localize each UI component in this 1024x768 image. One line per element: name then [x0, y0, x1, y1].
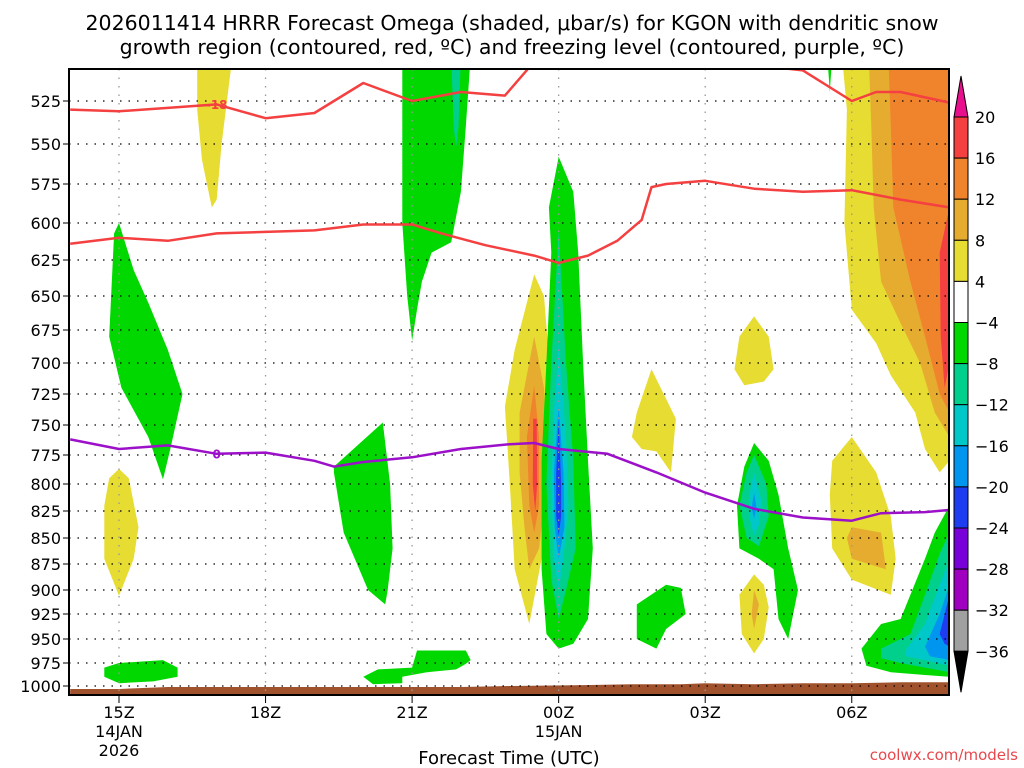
y-tick-label: 550	[30, 135, 61, 154]
y-tick-label: 775	[30, 446, 61, 465]
y-tick-label: 950	[30, 630, 61, 649]
colorbar-tick-label: −4	[975, 314, 999, 333]
colorbar-bottom-arrow	[953, 650, 969, 693]
upward-region-07z-sfc-20	[925, 586, 949, 661]
sinking-region-07z-12	[888, 69, 949, 412]
plot-frame	[68, 68, 950, 696]
colorbar-bin	[953, 280, 969, 323]
colorbar-bin	[953, 116, 969, 159]
colorbar-tick-label: −24	[975, 519, 1009, 538]
colorbar-tick-label: 8	[975, 231, 985, 250]
freezing-level-label: 0	[213, 447, 221, 461]
colorbar-tick-label: −16	[975, 437, 1009, 456]
colorbar-tick-label: 20	[975, 108, 995, 127]
x-tick-label: 15Z	[103, 703, 134, 722]
colorbar-tick-label: 4	[975, 272, 985, 291]
sinking-blob-02z	[631, 369, 676, 473]
y-tick-label: 825	[30, 502, 61, 521]
sinking-pocket-16z	[197, 69, 231, 208]
colorbar-bin	[953, 198, 969, 241]
dendritic-upper-boundary-label: -18	[206, 98, 228, 112]
y-axis: 525 550 575 600 625 650 675 700 725 750 775 800 825 8…	[20, 92, 69, 696]
upward-sliver-05z	[828, 69, 832, 92]
upward-motion-band-15z	[109, 223, 183, 480]
sinking-region-07z-16	[939, 209, 949, 388]
sinking-blob-04z-upper	[734, 316, 774, 386]
upward-core-21z-upper	[451, 69, 461, 148]
colorbar-bin	[953, 568, 969, 611]
y-tick-label: 1000	[20, 677, 61, 696]
y-tick-label: 575	[30, 175, 61, 194]
y-tick-label: 725	[30, 385, 61, 404]
colorbar-bin	[953, 157, 969, 200]
upward-region-07z-sfc-24	[939, 596, 949, 647]
colorbar-bin	[953, 404, 969, 447]
x-axis-label: Forecast Time (UTC)	[418, 748, 599, 768]
y-tick-label: 525	[30, 92, 61, 111]
omega-shaded-regions	[104, 69, 949, 685]
colorbar-bin	[953, 445, 969, 488]
x-tick-label: 00Z	[543, 703, 574, 722]
y-tick-label: 975	[30, 654, 61, 673]
upward-band-21z	[402, 69, 470, 341]
y-tick-label: 875	[30, 555, 61, 574]
colorbar-bin	[953, 609, 969, 652]
colorbar-tick-label: −32	[975, 601, 1009, 620]
y-tick-label: 600	[30, 214, 61, 233]
colorbar-tick-label: −12	[975, 396, 1009, 415]
chart-title-line1: 2026011414 HRRR Forecast Omega (shaded, …	[85, 11, 938, 35]
terrain-fill	[70, 682, 949, 695]
x-tick-label: 21Z	[396, 703, 427, 722]
dendritic-lower-boundary-line	[70, 179, 949, 265]
y-tick-label: 900	[30, 581, 61, 600]
colorbar-bin	[953, 239, 969, 282]
colorbar-tick-label: −8	[975, 355, 999, 374]
colorbar-tick-label: −36	[975, 642, 1009, 661]
y-tick-label: 800	[30, 475, 61, 494]
x-tick-label: 15JAN	[535, 722, 583, 741]
x-tick-label: 03Z	[690, 703, 721, 722]
colorbar-tick-label: −20	[975, 478, 1009, 497]
dendritic-upper-boundary-line	[70, 69, 949, 120]
plot-background	[69, 69, 949, 695]
y-tick-label: 850	[30, 529, 61, 548]
colorbar-top-arrow	[953, 75, 969, 118]
y-tick-label: 625	[30, 251, 61, 270]
y-tick-label: 925	[30, 605, 61, 624]
y-tick-label: 750	[30, 416, 61, 435]
contour-lines: -18 0	[69, 69, 949, 522]
y-tick-label: 675	[30, 321, 61, 340]
terrain-layer	[70, 682, 949, 695]
x-tick-label: 06Z	[836, 703, 867, 722]
x-tick-label: 18Z	[250, 703, 281, 722]
colorbar-tick-label: 12	[975, 190, 995, 209]
colorbar-tick-label: −28	[975, 560, 1009, 579]
upward-blob-20z-sfc	[363, 650, 471, 685]
colorbar-bin	[953, 363, 969, 406]
colorbar: 20 16 12 8 4 −4 −8 −12 −16 −20 −24 −28 −32 −36	[953, 75, 1009, 693]
upward-blob-15z-sfc	[104, 660, 178, 684]
colorbar-bin	[953, 527, 969, 570]
freezing-level-line	[69, 438, 949, 522]
x-tick-label: 2026	[99, 741, 140, 760]
colorbar-tick-label: 16	[975, 149, 995, 168]
y-tick-label: 700	[30, 354, 61, 373]
upward-blob-02z-sfc	[636, 584, 686, 649]
upward-blob-19z	[333, 422, 393, 605]
credit-text: coolwx.com/models	[870, 746, 1018, 764]
colorbar-bin	[953, 486, 969, 529]
y-tick-label: 650	[30, 287, 61, 306]
chart-title-line2: growth region (contoured, red, ºC) and f…	[120, 35, 905, 59]
sinking-blob-06z-core	[846, 527, 886, 570]
upward-blob-04z-20	[751, 492, 757, 519]
sinking-blob-04z-low-core	[751, 590, 759, 629]
plot-area: -18 0	[68, 68, 950, 696]
colorbar-bin	[953, 322, 969, 365]
x-tick-label: 14JAN	[95, 722, 143, 741]
